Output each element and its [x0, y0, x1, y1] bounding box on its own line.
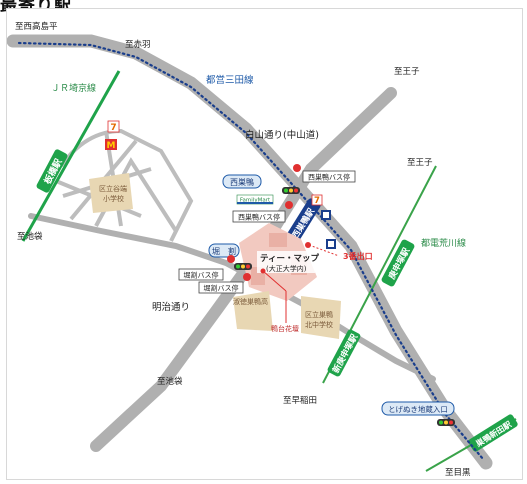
bus-stop-label: 堀割バス停 [204, 284, 239, 293]
bus-stop-label: 堀割バス停 [184, 271, 219, 280]
intersection-nishisugamo: 西巣鴨 [222, 174, 262, 189]
bus-stop-horiwari-2: 堀割バス停 [198, 273, 251, 294]
bus-icon [243, 273, 251, 281]
familymart-icon: FamilyMart [236, 194, 274, 205]
line-label-toei-mita: 都営三田線 [206, 74, 254, 86]
intersection-nishisugamo-label: 西巣鴨 [230, 177, 254, 187]
intersection-horiwari-label: 堀 割 [212, 246, 236, 256]
road-label-hakusan: 白山通り(中山道) [245, 129, 319, 141]
school-tani-label: 区立谷端 [99, 184, 127, 193]
svg-text:7: 7 [314, 196, 320, 206]
toei-mita-line [17, 41, 485, 461]
bus-icon [285, 201, 293, 209]
school-shukutoku-area [233, 291, 273, 331]
bus-stop-horiwari-1: 堀割バス停 [178, 255, 235, 281]
tomb-label: 鴨台花壇 [271, 324, 299, 333]
school-sugamo-kita-area [301, 296, 341, 339]
school-tani-area [89, 173, 133, 213]
seven-eleven-icon: 7 [311, 194, 323, 206]
familymart-label: FamilyMart [240, 198, 271, 204]
bus-icon [227, 255, 235, 263]
street-block [59, 128, 194, 242]
map-canvas: 板橋駅 ＪＲ埼京線 庚申塚駅 新庚申塚駅 都電荒川線 巣鴨新田駅 都営三田線 西… [7, 21, 518, 478]
line-label-jr-saikyo: ＪＲ埼京線 [51, 82, 96, 94]
school-tani-label-2: 小学校 [103, 194, 124, 203]
traffic-signal-icon [282, 187, 300, 194]
station-sugamo-shinden: 巣鴨新田駅 [468, 414, 518, 452]
school-shukutoku-label: 淑徳巣鴨高 [233, 297, 268, 306]
direction-akabane: 至赤羽 [125, 40, 151, 50]
bus-stop-nishisugamo-1: 西巣鴨バス停 [293, 164, 356, 183]
police-icon [321, 210, 331, 220]
seven-eleven-icon: 7 [107, 120, 120, 133]
jr-saikyo-line [21, 70, 121, 242]
police-icon [326, 239, 336, 249]
direction-oji-top: 至王子 [394, 67, 420, 77]
bus-stop-label: 西巣鴨バス停 [238, 213, 280, 222]
company-label-box [257, 251, 315, 273]
intersection-togenuki: とげぬき地蔵入口 [381, 401, 455, 416]
company-name: ティー・マップ [260, 253, 319, 264]
bus-stop-label: 西巣鴨バス停 [308, 173, 350, 182]
campus-building [269, 233, 287, 247]
road-label-meiji: 明治通り [152, 301, 190, 313]
mcdonalds-icon: M [105, 139, 117, 151]
exit-label: 3番出口 [343, 251, 373, 261]
traffic-signal-icon [234, 263, 252, 270]
tomb-marker [260, 268, 266, 274]
svg-text:M: M [107, 141, 116, 151]
exit-marker [305, 242, 311, 248]
school-sugamo-kita-label-2: 北中学校 [305, 320, 333, 329]
direction-oji-right: 至王子 [407, 158, 433, 168]
school-sugamo-kita-label: 区立巣鴨 [305, 310, 333, 319]
direction-waseda: 至早稲田 [283, 395, 317, 406]
access-map: 板橋駅 ＪＲ埼京線 庚申塚駅 新庚申塚駅 都電荒川線 巣鴨新田駅 都営三田線 西… [6, 8, 523, 480]
traffic-signal-icon [437, 419, 455, 426]
intersection-togenuki-label: とげぬき地蔵入口 [388, 404, 448, 414]
company-sub: (大正大学内) [266, 264, 307, 273]
exit-leader-line [308, 244, 340, 257]
intersection-horiwari: 堀 割 [208, 243, 240, 258]
tomb-leader-line [262, 270, 287, 292]
road-meiji [90, 87, 397, 452]
svg-text:7: 7 [110, 123, 116, 133]
direction-nishi-takashimadaira: 至西高島平 [15, 21, 58, 32]
direction-ikebukuro-bottom: 至池袋 [157, 376, 183, 387]
direction-ikebukuro-left: 至池袋 [17, 231, 43, 242]
bus-stop-nishisugamo-2: 西巣鴨バス停 [232, 201, 293, 223]
bus-icon [293, 164, 301, 172]
direction-meguro: 至目黒 [445, 468, 471, 478]
line-label-toden-arakawa: 都電荒川線 [421, 237, 466, 249]
